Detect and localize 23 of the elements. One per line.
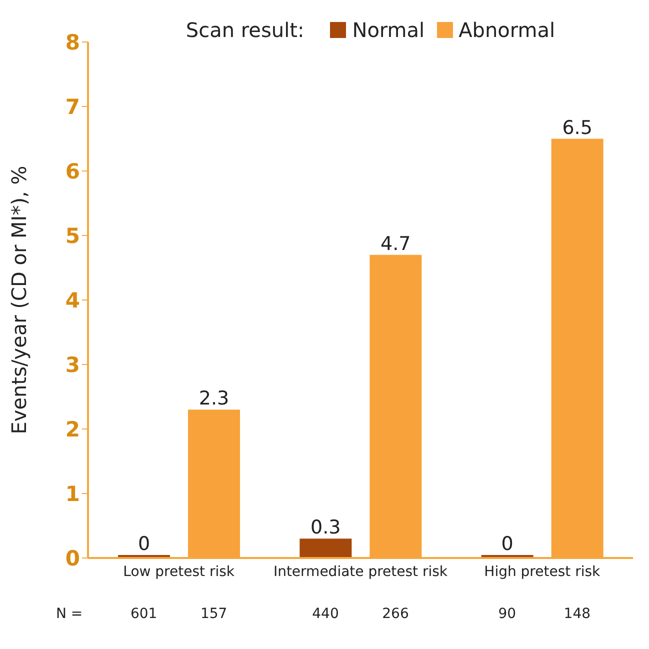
data-label: 0 bbox=[138, 533, 150, 555]
data-label: 4.7 bbox=[380, 232, 411, 255]
sample-size-row-text: N = 601 157 440 266 90 148 bbox=[55, 606, 592, 624]
y-tick-label: 1 bbox=[65, 482, 80, 506]
y-tick-label: 6 bbox=[65, 159, 80, 184]
data-label: 2.3 bbox=[198, 388, 230, 410]
data-label: 0.3 bbox=[310, 516, 341, 539]
legend-title: Scan result: bbox=[186, 18, 304, 42]
y-tick-label: 4 bbox=[65, 288, 80, 312]
x-tick-label: Low pretest risk bbox=[123, 564, 236, 580]
y-tick-label: 8 bbox=[65, 30, 80, 54]
x-tick-label: High pretest risk bbox=[484, 564, 602, 580]
data-label: 0 bbox=[501, 533, 514, 555]
legend-label: Abnormal bbox=[458, 18, 556, 42]
y-tick-label: 5 bbox=[65, 224, 80, 248]
y-tick-label: 3 bbox=[65, 352, 80, 377]
data-label: 6.5 bbox=[562, 116, 592, 139]
legend-label: Normal bbox=[351, 18, 425, 42]
y-tick-label: 2 bbox=[65, 417, 80, 442]
y-axis-title: Events/year (CD or MI*), % bbox=[7, 166, 32, 434]
y-tick-label: 0 bbox=[65, 546, 80, 570]
x-tick-label: Intermediate pretest risk bbox=[273, 564, 448, 580]
y-tick-label: 7 bbox=[65, 94, 80, 119]
